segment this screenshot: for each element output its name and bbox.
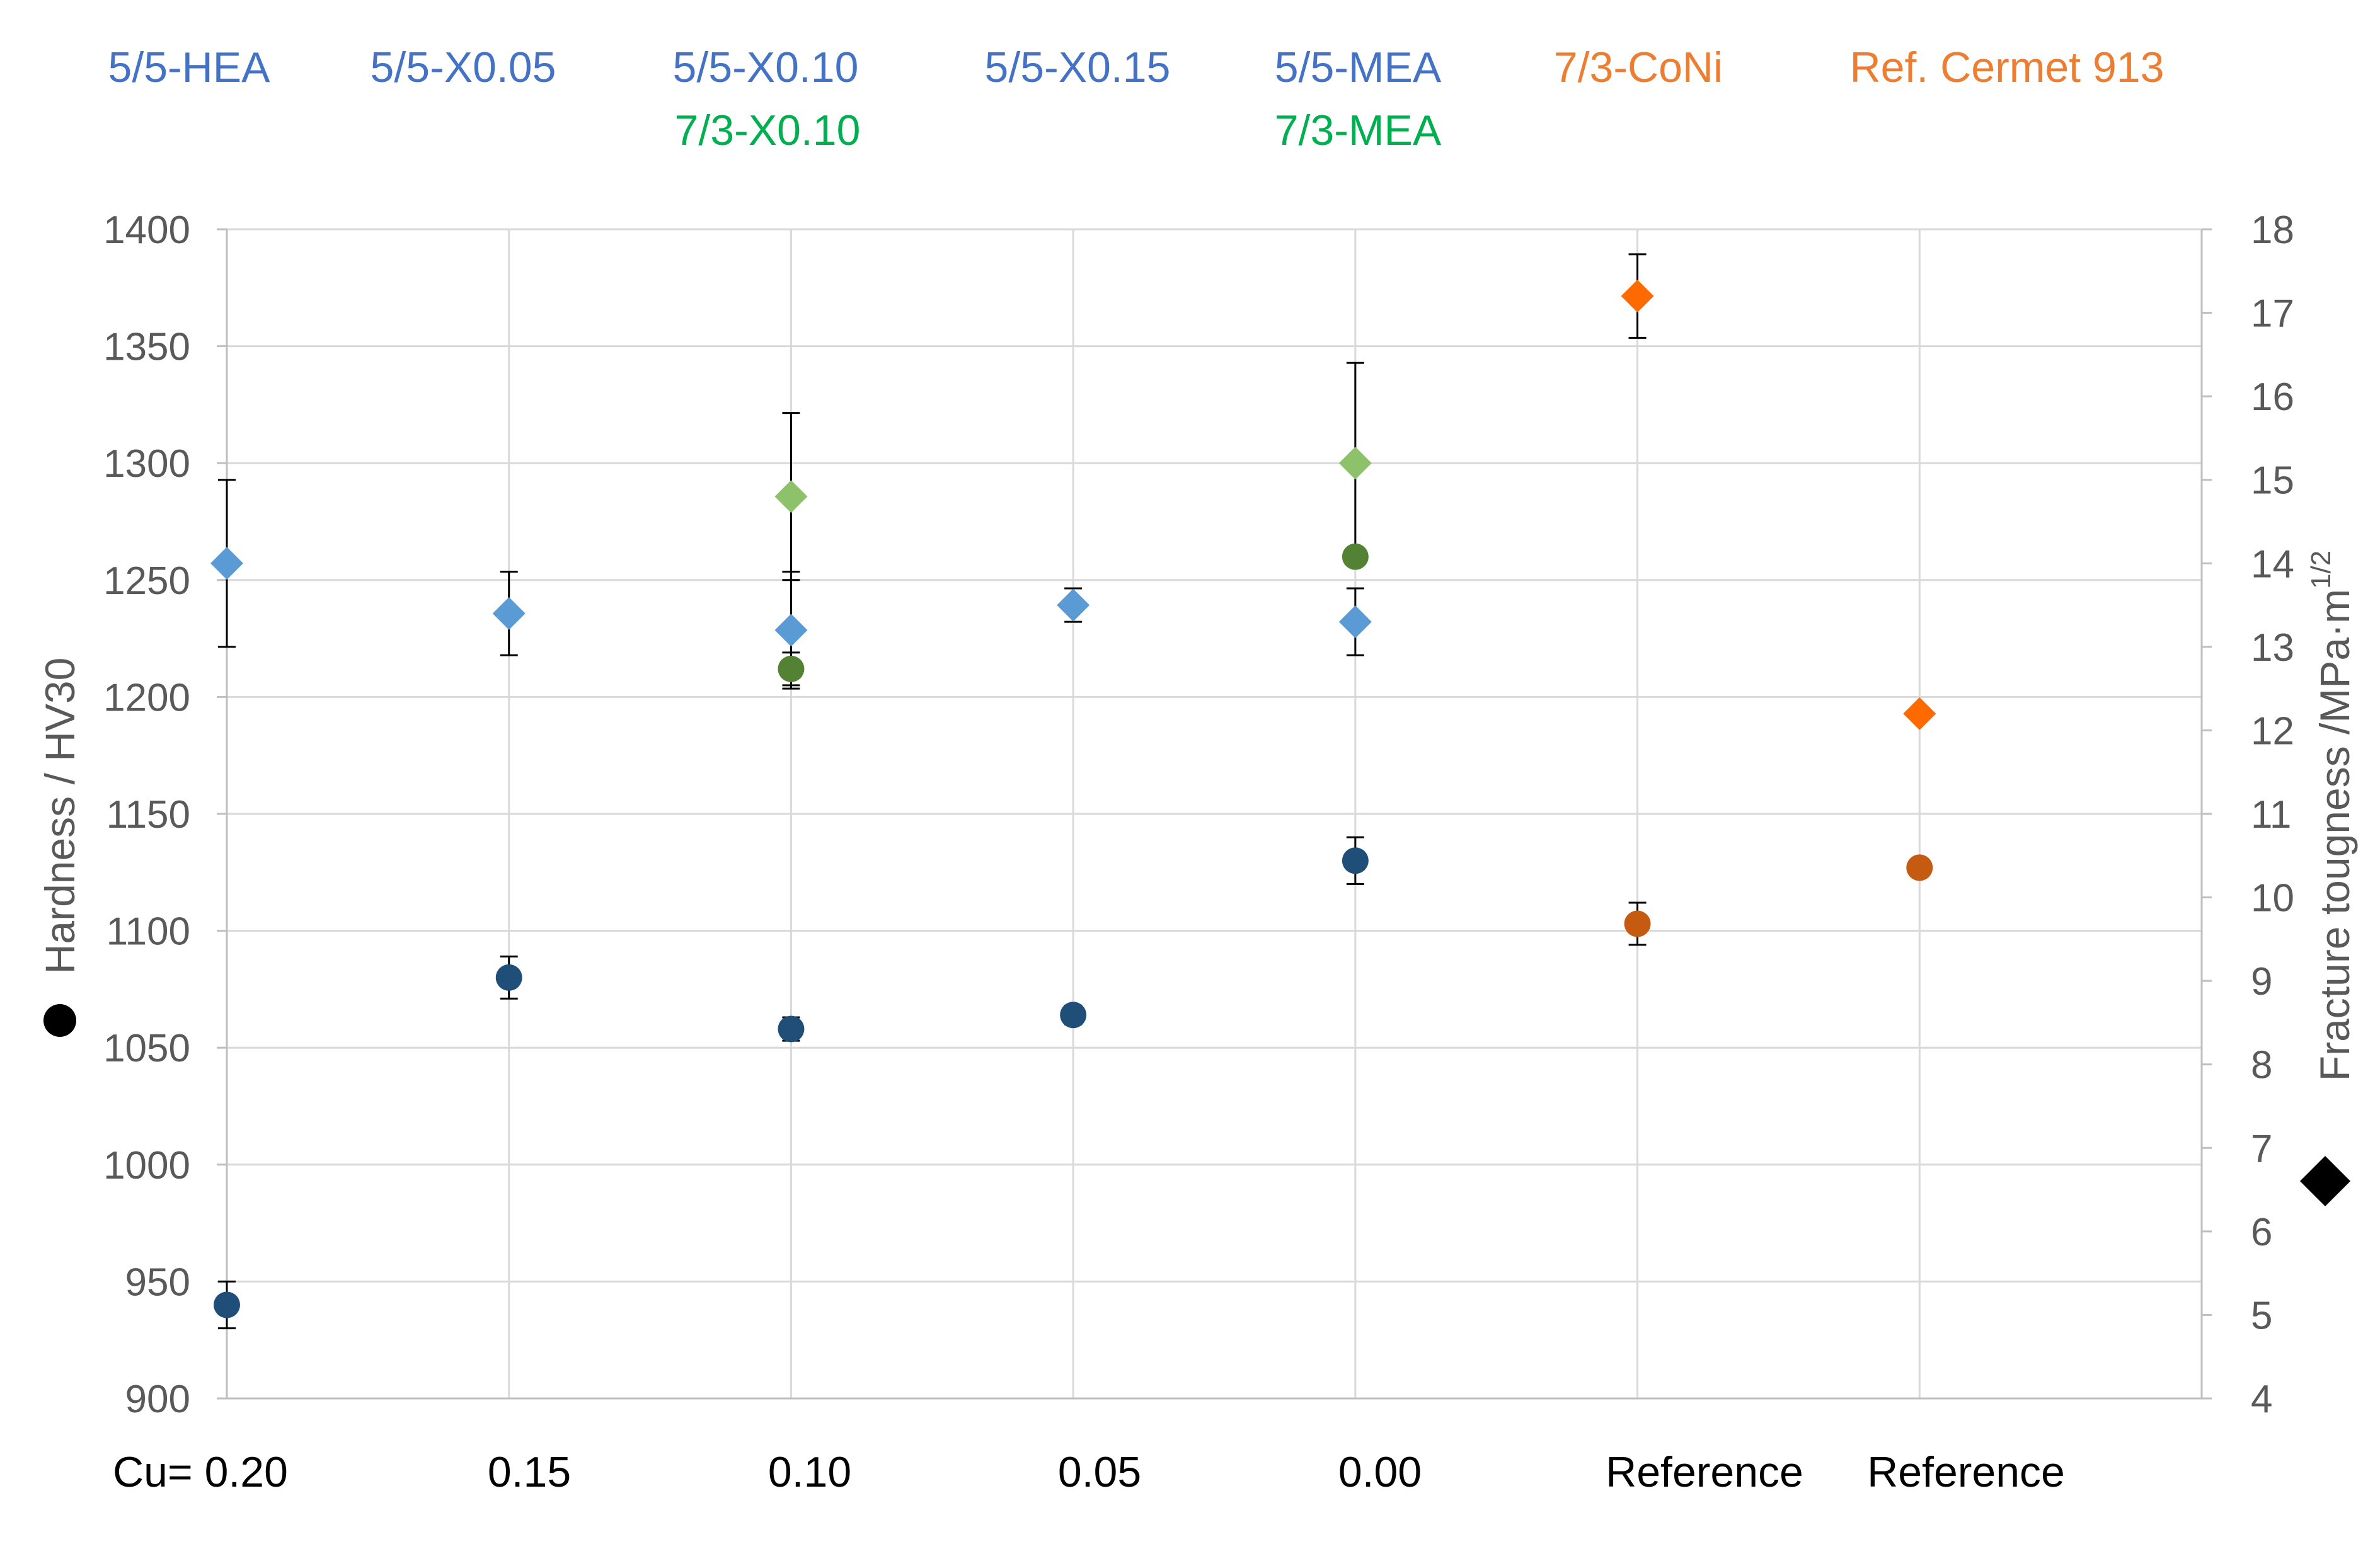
- hardness-point: [1342, 847, 1369, 874]
- toughness-point: [210, 547, 243, 580]
- marker-layer: [210, 280, 1936, 1318]
- error-bar-layer: [218, 253, 1647, 1330]
- series-label: 5/5-X0.05: [371, 43, 556, 91]
- series-label: 5/5-MEA: [1275, 43, 1442, 91]
- left-tick-label: 950: [125, 1260, 190, 1304]
- toughness-legend-diamond: [2300, 1156, 2350, 1206]
- right-tick-label: 7: [2251, 1127, 2272, 1170]
- hardness-point: [1060, 1002, 1087, 1029]
- left-tick-label: 1350: [103, 326, 190, 369]
- hardness-point: [1906, 854, 1933, 881]
- left-tick-label: 1400: [103, 209, 190, 252]
- right-tick-label: 15: [2251, 459, 2294, 503]
- x-tick-label: 0.10: [768, 1448, 851, 1496]
- left-tick-label: 1100: [106, 910, 190, 954]
- toughness-point: [1057, 588, 1090, 622]
- right-tick-label: 6: [2251, 1211, 2272, 1254]
- toughness-point: [774, 480, 808, 513]
- x-tick-label: 0.15: [488, 1448, 571, 1496]
- right-tick-label: 13: [2251, 626, 2294, 670]
- left-tick-label: 1250: [103, 559, 190, 603]
- hardness-point: [1624, 910, 1651, 937]
- x-tick-label: Reference: [1867, 1448, 2065, 1496]
- right-tick-label: 9: [2251, 960, 2272, 1003]
- hardness-point: [214, 1291, 240, 1318]
- right-tick-label: 18: [2251, 209, 2294, 252]
- left-tick-label: 1050: [103, 1027, 190, 1070]
- right-tick-label: 14: [2251, 542, 2294, 586]
- right-tick-label: 8: [2251, 1044, 2272, 1087]
- toughness-point: [1338, 605, 1372, 639]
- hardness-point: [495, 964, 522, 991]
- x-tick-label: Reference: [1606, 1448, 1803, 1496]
- x-tick-label: 0.00: [1338, 1448, 1422, 1496]
- left-tick-label: 1150: [106, 793, 190, 837]
- right-tick-label: 4: [2251, 1378, 2272, 1421]
- axis-layer: [217, 228, 2212, 1400]
- series-label: 5/5-HEA: [108, 43, 271, 91]
- right-tick-label: 16: [2251, 375, 2294, 419]
- x-tick-label: 0.05: [1058, 1448, 1141, 1496]
- text-layer: 900 950 1000 1050 1100 1150 1200 1250 1300 1350 14…: [37, 43, 2358, 1496]
- toughness-point: [1621, 280, 1654, 313]
- right-tick-label: 10: [2251, 877, 2294, 920]
- left-tick-label: 1300: [103, 442, 190, 486]
- hardness-legend-circle: [43, 1004, 76, 1037]
- series-label: Ref. Cermet 913: [1850, 43, 2164, 91]
- series-label: 7/3-MEA: [1275, 106, 1442, 154]
- right-tick-label: 11: [2251, 793, 2291, 837]
- grid-layer: [227, 228, 2202, 1400]
- hardness-point: [1342, 543, 1369, 570]
- series-label: 5/5-X0.15: [985, 43, 1171, 91]
- toughness-point: [492, 597, 526, 630]
- toughness-point: [1338, 447, 1372, 480]
- toughness-point: [774, 614, 808, 647]
- left-tick-label: 1000: [103, 1144, 190, 1187]
- hardness-point: [778, 655, 805, 682]
- y-right-axis-title: Fracture tougness /MPa·m1/2: [2306, 551, 2358, 1081]
- right-tick-label: 5: [2251, 1294, 2272, 1337]
- toughness-point: [1903, 697, 1936, 730]
- y-left-axis-title: Hardness / HV30: [37, 658, 83, 975]
- y-right-axis-superscript: 1/2: [2306, 551, 2337, 589]
- series-label: 5/5-X0.10: [673, 43, 859, 91]
- series-label: 7/3-CoNi: [1554, 43, 1723, 91]
- x-tick-label: Cu= 0.20: [113, 1448, 288, 1496]
- left-tick-label: 900: [125, 1378, 190, 1421]
- hardness-point: [778, 1015, 805, 1043]
- series-label: 7/3-X0.10: [675, 106, 861, 154]
- right-tick-label: 12: [2251, 709, 2294, 753]
- right-tick-label: 17: [2251, 292, 2294, 336]
- left-tick-label: 1200: [103, 676, 190, 719]
